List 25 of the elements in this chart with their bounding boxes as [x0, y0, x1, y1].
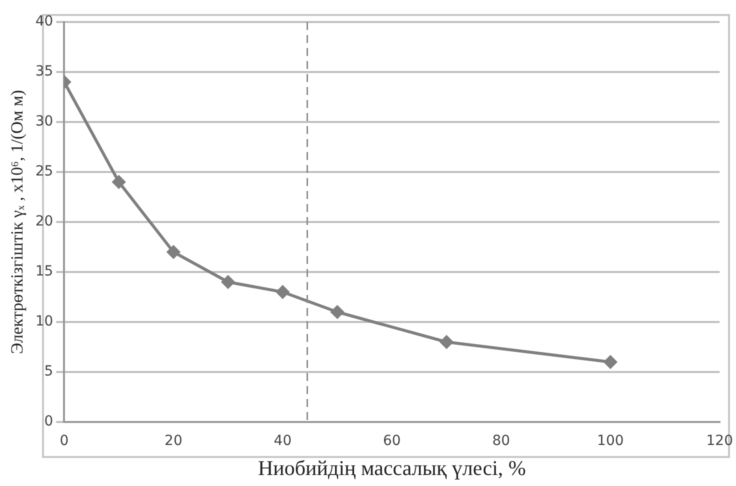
- y-tick-label: 35: [35, 64, 54, 80]
- point: [112, 176, 126, 188]
- y-tick-label: 15: [35, 264, 54, 280]
- x-axis-title: Ниобийдің массалық үлесі, %: [258, 456, 526, 480]
- point: [276, 286, 290, 298]
- x-tick-label: 120: [706, 433, 734, 450]
- x-tick-label: 60: [383, 433, 401, 450]
- x-tick-label: 0: [60, 433, 69, 450]
- x-tick-label: 100: [597, 433, 624, 450]
- y-tick-label: 40: [35, 14, 54, 30]
- y-tick-label: 5: [44, 364, 54, 380]
- y-tick-label: 30: [35, 114, 54, 130]
- y-tick-label: 0: [44, 414, 54, 430]
- x-tick-label: 20: [164, 433, 182, 450]
- y-tick-label: 20: [35, 214, 54, 230]
- x-tick-label: 40: [274, 433, 292, 450]
- point: [440, 336, 454, 348]
- point: [166, 246, 180, 258]
- x-tick-label: 80: [492, 433, 510, 450]
- y-tick-label: 10: [35, 314, 54, 330]
- point: [604, 356, 617, 368]
- y-tick-label: 25: [35, 164, 54, 180]
- point: [222, 276, 235, 288]
- y-axis-title: Электрөткізгіштік γₓ , x10⁶, 1/(Ом м): [8, 90, 27, 354]
- point: [330, 306, 344, 318]
